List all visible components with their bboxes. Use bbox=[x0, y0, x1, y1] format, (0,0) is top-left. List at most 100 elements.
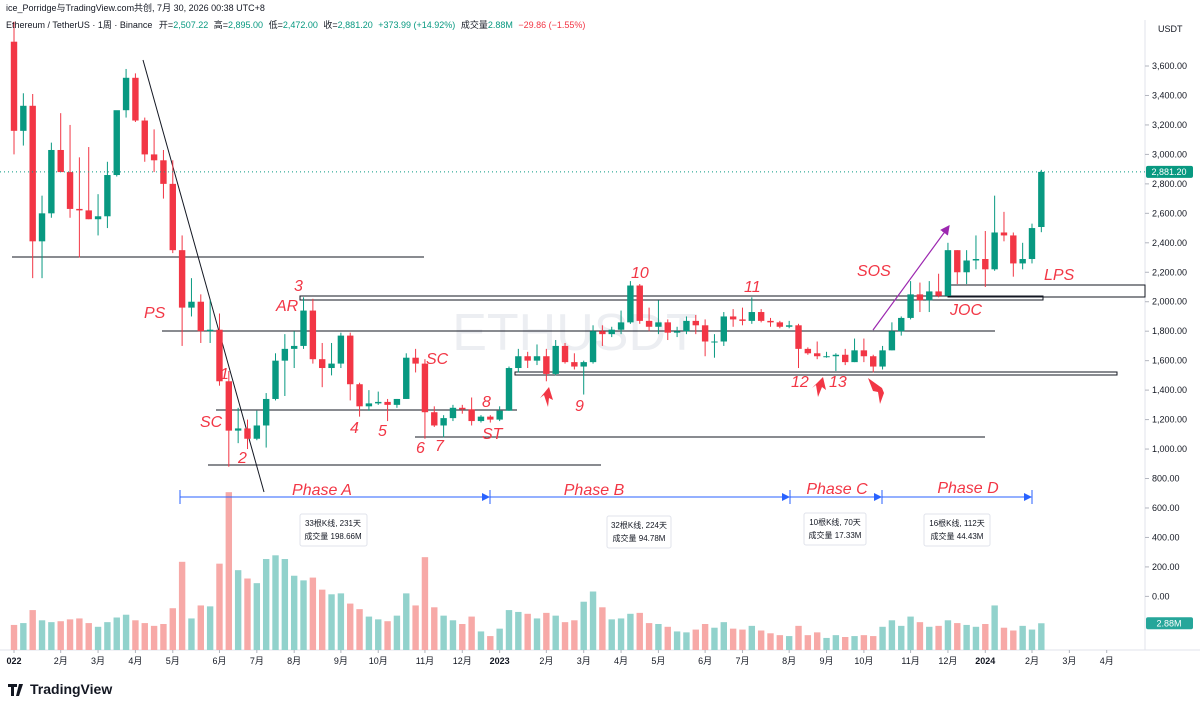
annotations: PS AR 3 1 SC 2 4 5 SC 6 7 8 ST 9 10 11 1… bbox=[144, 263, 1075, 549]
x-tick-label: 10月 bbox=[854, 656, 873, 666]
volume-bar bbox=[38, 620, 46, 650]
volume-bar bbox=[384, 621, 391, 650]
info-box-bg bbox=[803, 512, 867, 546]
phase-arrows bbox=[179, 490, 1033, 504]
volume-bar bbox=[197, 605, 204, 650]
x-tick-label: 6月 bbox=[212, 656, 226, 666]
volume-bar bbox=[225, 492, 233, 650]
trend-line bbox=[142, 59, 265, 493]
candle-body bbox=[10, 41, 18, 131]
x-tick-label: 5月 bbox=[651, 656, 665, 666]
x-tick-label: 4月 bbox=[614, 656, 628, 666]
level-box bbox=[514, 371, 1118, 376]
legend-label: 开= bbox=[159, 20, 173, 30]
candle-body bbox=[122, 77, 130, 111]
volume-bar bbox=[365, 616, 373, 650]
credit: ice_Porridge与TradingView.com共创, 7月 30, 2… bbox=[6, 2, 265, 13]
candle-body bbox=[720, 316, 727, 342]
y-tick-label: 1,400.00 bbox=[1152, 385, 1187, 395]
volume-bar bbox=[178, 561, 186, 650]
candle-body bbox=[580, 362, 587, 367]
volume-bar bbox=[94, 626, 102, 650]
lps-box bbox=[947, 284, 1146, 298]
annotation: 1 bbox=[220, 366, 229, 383]
volume-bar bbox=[972, 626, 980, 650]
y-tick-label: 3,400.00 bbox=[1152, 90, 1187, 100]
volume-bar bbox=[412, 605, 419, 650]
candle-body bbox=[160, 160, 167, 184]
volume-bar bbox=[851, 636, 858, 650]
volume-bar bbox=[132, 620, 139, 650]
x-tick-label: 3月 bbox=[1062, 656, 1076, 666]
volume-bar bbox=[701, 624, 709, 650]
drawings bbox=[12, 59, 1146, 504]
info-box-bg bbox=[299, 513, 368, 547]
annotation: ST bbox=[482, 426, 504, 443]
y-tick-label: 800.00 bbox=[1152, 474, 1180, 484]
volume-bar bbox=[1010, 630, 1017, 650]
x-tick-label: 5月 bbox=[166, 656, 180, 666]
volume-bar bbox=[832, 635, 840, 650]
volume-bar bbox=[935, 625, 942, 650]
volume-bar bbox=[617, 618, 625, 650]
candle-body bbox=[328, 363, 335, 369]
phase-label: Phase D bbox=[937, 480, 999, 497]
volume-bar bbox=[692, 629, 699, 650]
phase-label: Phase C bbox=[806, 481, 868, 498]
x-tick-label: 7月 bbox=[735, 656, 749, 666]
candle-body bbox=[655, 322, 662, 327]
volume-bar bbox=[720, 622, 727, 650]
volume-bar bbox=[655, 624, 662, 650]
volume-bar bbox=[842, 637, 849, 650]
volume-bar bbox=[1038, 623, 1045, 650]
candle-body bbox=[963, 260, 970, 273]
candle-body bbox=[113, 110, 120, 176]
candle-body bbox=[599, 331, 606, 335]
volume-bar bbox=[543, 612, 550, 650]
volume-bar bbox=[66, 619, 74, 650]
legend-change: −29.86 (−1.55%) bbox=[518, 20, 585, 30]
candle-body bbox=[804, 348, 812, 354]
volume-bar bbox=[206, 606, 214, 650]
candle-body bbox=[879, 350, 886, 367]
volume-bar bbox=[515, 611, 522, 650]
x-tick-label: 9月 bbox=[820, 656, 834, 666]
candle-body bbox=[1010, 235, 1017, 264]
volume-bar bbox=[309, 577, 317, 650]
volume-bar bbox=[870, 636, 877, 650]
candle-body bbox=[421, 363, 429, 413]
annotation: 10 bbox=[631, 265, 649, 282]
volume-layer bbox=[10, 492, 1045, 650]
x-tick-label: 2月 bbox=[54, 656, 68, 666]
volume-bar bbox=[664, 626, 671, 650]
volume-bar bbox=[122, 614, 130, 650]
legend-value: 2,881.20 bbox=[338, 20, 373, 30]
candle-body bbox=[206, 329, 214, 332]
candle-body bbox=[935, 291, 942, 296]
legend-label: 收= bbox=[323, 19, 337, 30]
info-box: 33根K线, 231天 成交量 198.66M bbox=[299, 513, 368, 547]
x-tick-label: 8月 bbox=[287, 656, 301, 666]
symbol: Ethereum / TetherUS · 1周 · Binance bbox=[6, 20, 152, 30]
volume-bar bbox=[524, 613, 531, 650]
y-tick-label: 1,600.00 bbox=[1152, 356, 1187, 366]
volume-bar bbox=[561, 622, 569, 650]
candle-body bbox=[870, 356, 877, 367]
volume-bar bbox=[375, 619, 382, 650]
volume-bar bbox=[767, 633, 774, 650]
candle-body bbox=[795, 325, 802, 349]
candle-body bbox=[403, 357, 410, 399]
candle-body bbox=[608, 329, 615, 335]
x-tick-label: 12月 bbox=[453, 656, 472, 666]
volume-bar bbox=[627, 613, 634, 650]
volume-bar bbox=[290, 575, 298, 650]
volume-bar bbox=[991, 605, 998, 650]
candle-body bbox=[459, 407, 466, 410]
annotation: AR bbox=[275, 298, 299, 315]
candle-body bbox=[1038, 171, 1045, 228]
volume-bar bbox=[963, 624, 970, 650]
annotation: SOS bbox=[857, 263, 891, 280]
phase-label: Phase A bbox=[292, 482, 352, 499]
volume-bar bbox=[244, 578, 251, 650]
axes: USDT 0.00 200.00 400.00 600.00 800.00 1,000.0… bbox=[0, 24, 1193, 666]
